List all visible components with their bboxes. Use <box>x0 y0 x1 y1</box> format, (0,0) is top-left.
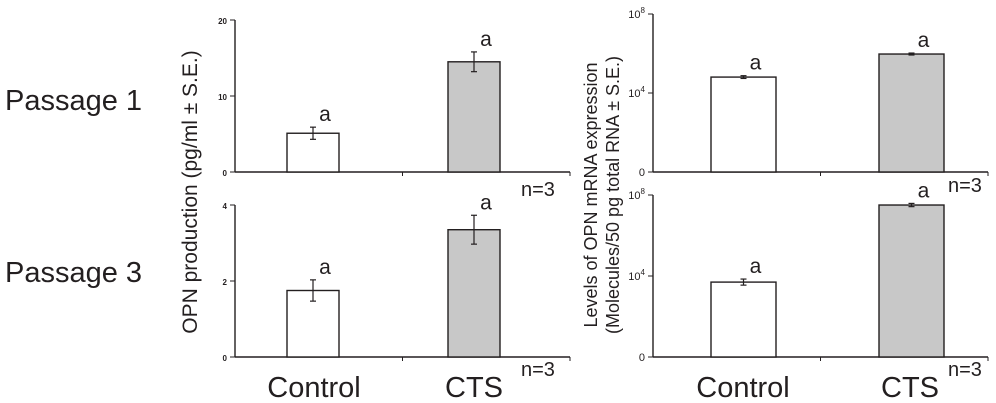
row-label-passage-3: Passage 3 <box>5 257 142 289</box>
right-x-label-control: Control <box>696 372 790 403</box>
passage-1-mrna-y-tick-exponent-2: 8 <box>641 6 646 15</box>
passage-3-production-y-tick-label-0: 0 <box>223 354 228 363</box>
left-y-axis-title: OPN production (pg/ml ± S.E.) <box>179 50 202 333</box>
passage-3-production-n-label: n=3 <box>521 359 555 381</box>
passage-1-mrna-y-tick-exponent-1: 4 <box>641 85 646 94</box>
passage-3-mrna-y-tick-label-0: 0 <box>639 352 645 364</box>
passage-1-production-y-tick-label-0: 0 <box>223 169 228 178</box>
passage-3-mrna-bar-cts <box>878 204 945 358</box>
passage-1-mrna-y-tick-label-2: 108 <box>628 6 645 21</box>
passage-1-mrna-bar-control <box>710 76 777 173</box>
passage-3-production-significance-1: a <box>480 191 492 214</box>
passage-3-mrna-y-tick-label-2: 108 <box>628 187 645 202</box>
passage-1-mrna-bar-cts <box>878 53 945 173</box>
passage-3-mrna-y-tick-exponent-1: 4 <box>641 268 646 277</box>
chart-panels: 01020aan=30104108aan=3024aan=30104108aan… <box>218 6 989 381</box>
passage-1-mrna-significance-1: a <box>918 29 930 52</box>
passage-3-production-bar-cts <box>447 228 501 358</box>
right-x-label-cts: CTS <box>881 372 939 403</box>
passage-3-mrna-n-label: n=3 <box>948 359 982 381</box>
passage-3-production-y-tick-label-1: 2 <box>223 278 228 287</box>
right-y-axis-title-line1: Levels of OPN mRNA expression <box>581 62 601 327</box>
passage-1-production-bar-cts <box>447 61 501 173</box>
passage-1-mrna-n-label: n=3 <box>948 175 982 197</box>
passage-1-production-n-label: n=3 <box>521 179 555 201</box>
passage-1-production-significance-1: a <box>480 28 492 51</box>
passage-3-production-y-tick-label-2: 4 <box>223 202 228 211</box>
passage-3-production-significance-0: a <box>319 256 331 279</box>
passage-1-mrna-significance-0: a <box>750 52 762 75</box>
passage-3-mrna-y-tick-exponent-2: 8 <box>641 187 646 196</box>
passage-3-mrna-bar-control <box>710 281 777 358</box>
passage-3-mrna-significance-0: a <box>750 255 762 278</box>
passage-3-mrna-y-tick-label-1: 104 <box>628 268 645 283</box>
passage-1-production-y-tick-label-1: 10 <box>218 93 227 102</box>
left-x-label-control: Control <box>267 372 361 403</box>
passage-3-mrna-significance-1: a <box>918 179 930 202</box>
right-y-axis-title-line2: (Molecules/50 pg total RNA ± S.E.) <box>603 56 623 334</box>
passage-1-mrna-y-tick-label-1: 104 <box>628 85 645 100</box>
left-x-label-cts: CTS <box>445 372 503 403</box>
passage-1-mrna-y-tick-label-0: 0 <box>639 167 645 179</box>
passage-1-production-y-tick-label-2: 20 <box>218 17 227 26</box>
passage-1-production-significance-0: a <box>319 103 331 126</box>
row-label-passage-1: Passage 1 <box>5 85 142 117</box>
